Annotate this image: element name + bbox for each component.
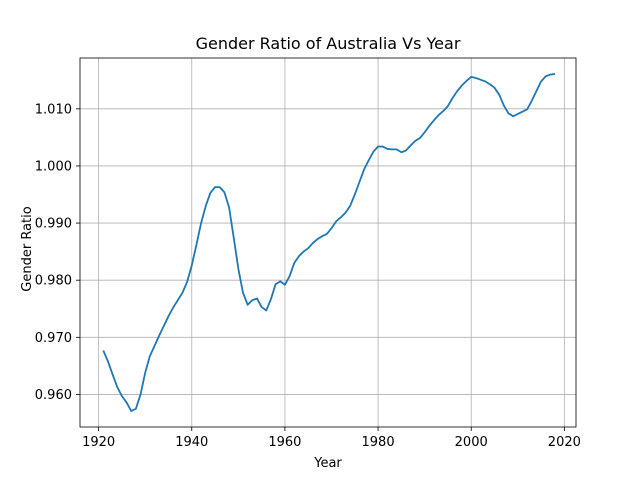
y-tick-label: 0.980 [35, 274, 72, 289]
x-axis-title: Year [313, 456, 342, 471]
series-line [102, 73, 556, 412]
x-tick-label: 2000 [455, 435, 488, 450]
y-tick-label: 1.010 [35, 102, 72, 117]
y-tick-label: 0.960 [35, 388, 72, 403]
x-tick-label: 1940 [175, 435, 208, 450]
y-axis-title: Gender Ratio [20, 206, 35, 291]
x-tick-label: 1980 [362, 435, 395, 450]
x-tick-label: 1920 [82, 435, 115, 450]
axis-ticks: 1920 1940 1960 1980 2000 2020 0.960 0.970 0.980 0… [35, 102, 581, 450]
x-tick-label: 2020 [548, 435, 581, 450]
grid [80, 58, 576, 427]
chart-title: Gender Ratio of Australia Vs Year [196, 34, 461, 53]
y-tick-label: 0.990 [35, 217, 72, 232]
y-tick-label: 1.000 [35, 159, 72, 174]
x-tick-label: 1960 [268, 435, 301, 450]
plot-frame [79, 57, 577, 428]
y-tick-label: 0.970 [35, 331, 72, 346]
